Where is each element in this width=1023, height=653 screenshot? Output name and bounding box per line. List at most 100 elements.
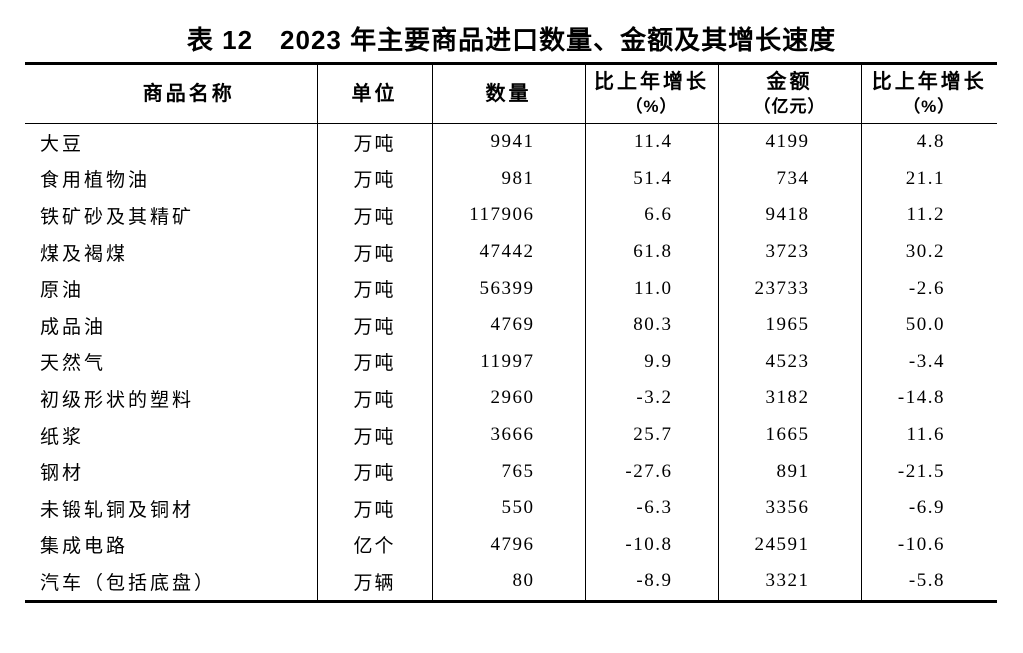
unit-cell: 万吨 xyxy=(316,270,432,307)
quantity-growth-cell: -10.8 xyxy=(584,526,718,564)
quantity-growth-cell: 11.4 xyxy=(584,123,718,161)
amount-growth-cell: 21.1 xyxy=(860,160,997,198)
amount-growth-cell: 11.6 xyxy=(860,416,997,454)
unit-cell: 万吨 xyxy=(316,489,432,527)
amount-cell: 24591 xyxy=(717,526,861,564)
unit-cell: 万吨 xyxy=(316,453,432,490)
quantity-growth-cell: 6.6 xyxy=(584,197,718,234)
amount-growth-cell: 4.8 xyxy=(860,123,997,161)
quantity-growth-cell: -27.6 xyxy=(584,453,718,490)
amount-cell: 3321 xyxy=(717,563,861,602)
amount-growth-cell: -6.9 xyxy=(860,489,997,527)
commodity-name-cell: 大豆 xyxy=(40,133,85,155)
commodity-name-cell: 汽车（包括底盘） xyxy=(40,572,217,594)
header-label: 比上年增长 xyxy=(594,71,709,94)
table-row: 未锻轧铜及铜材 万吨 550 -6.3 3356 -6.9 xyxy=(25,489,997,527)
amount-cell: 734 xyxy=(717,160,861,198)
header-sublabel: （亿元） xyxy=(753,97,826,117)
table-row: 集成电路 亿个 4796 -10.8 24591 -10.6 xyxy=(25,526,997,564)
commodity-name-cell: 初级形状的塑料 xyxy=(40,389,195,411)
header-label: 单位 xyxy=(351,82,398,105)
commodity-name-cell: 原油 xyxy=(40,280,85,302)
quantity-growth-cell: 9.9 xyxy=(584,343,718,381)
unit-cell: 万吨 xyxy=(316,306,432,344)
quantity-growth-cell: 61.8 xyxy=(584,233,718,271)
commodity-name-cell: 铁矿砂及其精矿 xyxy=(40,206,195,228)
header-sublabel: （%） xyxy=(625,97,678,117)
quantity-growth-cell: 25.7 xyxy=(584,416,718,454)
amount-cell: 1665 xyxy=(717,416,861,454)
table-row: 大豆 万吨 9941 11.4 4199 4.8 xyxy=(25,123,997,161)
quantity-growth-cell: 11.0 xyxy=(584,270,718,307)
quantity-cell: 550 xyxy=(431,489,585,527)
amount-growth-cell: 11.2 xyxy=(860,197,997,234)
header-label: 比上年增长 xyxy=(871,71,987,94)
unit-cell: 亿个 xyxy=(316,526,432,564)
header-label: 数量 xyxy=(485,82,532,105)
quantity-cell: 765 xyxy=(431,453,585,490)
table-body: 大豆 万吨 9941 11.4 4199 4.8 食用植物油 万吨 981 51… xyxy=(25,123,997,602)
amount-growth-cell: 30.2 xyxy=(860,233,997,271)
quantity-growth-cell: -3.2 xyxy=(584,380,718,417)
quantity-cell: 4769 xyxy=(431,306,585,344)
table-row: 初级形状的塑料 万吨 2960 -3.2 3182 -14.8 xyxy=(25,380,997,417)
unit-cell: 万吨 xyxy=(316,416,432,454)
commodity-name-cell: 纸浆 xyxy=(40,426,85,448)
quantity-cell: 11997 xyxy=(431,343,585,381)
header-amount-growth: 比上年增长 （%） xyxy=(860,63,997,124)
header-quantity-growth: 比上年增长 （%） xyxy=(584,63,718,124)
unit-cell: 万吨 xyxy=(316,233,432,271)
commodity-name-cell: 未锻轧铜及铜材 xyxy=(40,499,195,521)
table-row: 煤及褐煤 万吨 47442 61.8 3723 30.2 xyxy=(25,233,997,271)
quantity-cell: 981 xyxy=(431,160,585,198)
quantity-growth-cell: -6.3 xyxy=(584,489,718,527)
quantity-cell: 3666 xyxy=(431,416,585,454)
amount-cell: 3356 xyxy=(717,489,861,527)
header-label: 商品名称 xyxy=(142,82,235,105)
table-row: 原油 万吨 56399 11.0 23733 -2.6 xyxy=(25,270,997,307)
amount-cell: 23733 xyxy=(717,270,861,307)
table-row: 成品油 万吨 4769 80.3 1965 50.0 xyxy=(25,306,997,344)
commodity-name-cell: 天然气 xyxy=(40,353,107,375)
amount-cell: 4199 xyxy=(717,123,861,161)
amount-cell: 3182 xyxy=(717,380,861,417)
amount-growth-cell: -21.5 xyxy=(860,453,997,490)
quantity-growth-cell: -8.9 xyxy=(584,563,718,602)
unit-cell: 万吨 xyxy=(316,380,432,417)
amount-cell: 9418 xyxy=(717,197,861,234)
quantity-cell: 80 xyxy=(431,563,585,602)
table-row: 天然气 万吨 11997 9.9 4523 -3.4 xyxy=(25,343,997,381)
amount-cell: 4523 xyxy=(717,343,861,381)
quantity-cell: 47442 xyxy=(431,233,585,271)
quantity-growth-cell: 51.4 xyxy=(584,160,718,198)
table-row: 汽车（包括底盘） 万辆 80 -8.9 3321 -5.8 xyxy=(25,563,997,602)
commodity-name-cell: 煤及褐煤 xyxy=(40,243,129,265)
unit-cell: 万吨 xyxy=(316,160,432,198)
unit-cell: 万吨 xyxy=(316,123,432,161)
unit-cell: 万吨 xyxy=(316,343,432,381)
header-quantity: 数量 xyxy=(431,63,585,124)
commodity-name-cell: 集成电路 xyxy=(40,536,129,558)
header-label: 金额 xyxy=(766,71,813,94)
amount-cell: 3723 xyxy=(717,233,861,271)
header-unit: 单位 xyxy=(316,63,432,124)
header-commodity-name: 商品名称 xyxy=(25,63,317,124)
commodity-name-cell: 钢材 xyxy=(40,463,85,485)
table-row: 纸浆 万吨 3666 25.7 1665 11.6 xyxy=(25,416,997,454)
header-sublabel: （%） xyxy=(903,97,956,117)
table-row: 食用植物油 万吨 981 51.4 734 21.1 xyxy=(25,160,997,198)
amount-growth-cell: 50.0 xyxy=(860,306,997,344)
amount-growth-cell: -2.6 xyxy=(860,270,997,307)
import-commodities-table: 商品名称 单位 数量 比上年增长 （%） 金额 （亿元） xyxy=(25,62,997,603)
table-row: 钢材 万吨 765 -27.6 891 -21.5 xyxy=(25,453,997,490)
amount-cell: 891 xyxy=(717,453,861,490)
quantity-growth-cell: 80.3 xyxy=(584,306,718,344)
amount-growth-cell: -10.6 xyxy=(860,526,997,564)
header-amount: 金额 （亿元） xyxy=(717,63,861,124)
commodity-name-cell: 食用植物油 xyxy=(40,170,151,192)
amount-growth-cell: -14.8 xyxy=(860,380,997,417)
table-title: 表 12 2023 年主要商品进口数量、金额及其增长速度 xyxy=(186,25,837,55)
amount-cell: 1965 xyxy=(717,306,861,344)
unit-cell: 万辆 xyxy=(316,563,432,602)
